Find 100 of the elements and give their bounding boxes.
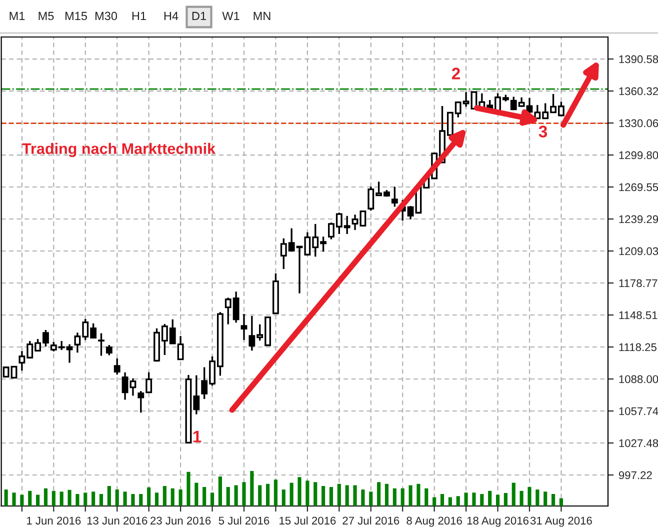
bar [544, 492, 548, 506]
x-tick-label: 5 Jul 2016 [218, 516, 270, 525]
x-tick-label: 13 Jun 2016 [87, 516, 148, 525]
annotation: 2 [452, 68, 460, 80]
bar [210, 492, 214, 506]
bar [456, 496, 460, 506]
bar [448, 497, 452, 506]
y-tick-label: 1118.25 [619, 343, 656, 352]
text: M5 [38, 12, 54, 20]
bar [234, 485, 238, 506]
bar [258, 485, 262, 506]
x-tick-label: 18 Aug 2016 [467, 516, 528, 527]
text: W1 [222, 12, 240, 20]
bar [353, 485, 357, 506]
bar [186, 472, 190, 506]
y-tick-label: 1148.51 [619, 311, 658, 320]
bar [306, 480, 310, 506]
bar [377, 482, 381, 506]
bar [99, 494, 104, 506]
bar [290, 482, 294, 506]
bar [432, 497, 436, 506]
x-tick-label: 31 Aug 2016 [530, 516, 592, 527]
bar [337, 484, 341, 506]
bar [408, 485, 412, 506]
text: M30 [95, 12, 118, 20]
y-tick-label: 1209.03 [619, 247, 658, 256]
bar [147, 487, 151, 506]
bar [20, 494, 24, 506]
bar [464, 492, 468, 506]
bar [52, 490, 56, 506]
text: H4 [164, 12, 178, 20]
bar [202, 487, 206, 506]
bar [536, 489, 540, 506]
bar [68, 490, 72, 506]
bar [322, 486, 326, 506]
text: M15 [65, 12, 87, 20]
bar [314, 482, 318, 506]
bar [154, 492, 159, 506]
text: D1 [192, 12, 206, 20]
y-tick-label: 1239.29 [619, 215, 658, 224]
bar [12, 492, 16, 506]
bar [392, 488, 396, 506]
candlestick [391, 186, 398, 208]
text: H1 [132, 12, 146, 20]
bar [472, 492, 476, 506]
bar [369, 492, 373, 506]
bar [440, 494, 444, 506]
bar [520, 490, 524, 506]
bar [400, 488, 404, 506]
bar [504, 492, 508, 506]
y-tick-label: 1269.55 [619, 183, 658, 192]
bar [123, 492, 127, 506]
x-tick-label: 1 Jun 2016 [27, 516, 81, 525]
x-tick-label: 8 Aug 2016 [406, 516, 462, 527]
y-tick-label: 1057.74 [619, 407, 658, 416]
bar [551, 494, 556, 506]
annotation: 3 [538, 126, 548, 138]
bar [329, 487, 334, 506]
bar [384, 484, 389, 506]
x-tick-label: 15 Jul 2016 [280, 516, 336, 525]
bar [162, 486, 166, 506]
y-tick-label: 997.22 [618, 471, 652, 480]
bar [266, 484, 270, 506]
text: MN [254, 12, 270, 20]
bar [218, 476, 222, 506]
bar [274, 480, 278, 506]
y-tick-label: 1178.77 [619, 279, 658, 288]
y-tick-label: 1390.58 [619, 55, 658, 64]
bar [416, 484, 420, 506]
bar [178, 489, 182, 506]
text: M1 [10, 12, 25, 20]
bar [28, 490, 32, 506]
bar [84, 492, 88, 506]
x-tick-label: 27 Jul 2016 [342, 516, 400, 525]
annotation: Trading nach Markttechnik [22, 142, 216, 158]
bar [488, 490, 492, 506]
candlestick [114, 358, 120, 376]
bar [92, 492, 96, 506]
bar [528, 487, 532, 506]
y-tick-label: 1360.32 [619, 87, 658, 96]
bar [512, 482, 516, 506]
bar [107, 486, 111, 506]
bar [559, 498, 563, 506]
bar [115, 489, 119, 506]
y-tick-label: 1299.80 [619, 151, 658, 160]
bar [226, 487, 230, 506]
bar [496, 494, 500, 506]
bar [194, 482, 198, 506]
bar [361, 489, 365, 506]
candlestick [98, 332, 104, 357]
bar [139, 494, 143, 506]
bar [250, 470, 254, 506]
bar [131, 494, 135, 506]
bar [282, 489, 286, 506]
candlestick [240, 313, 248, 341]
y-tick-label: 1330.06 [619, 119, 658, 128]
bar [345, 485, 349, 506]
bar [298, 477, 302, 506]
bar [44, 488, 48, 506]
bar [76, 494, 80, 506]
